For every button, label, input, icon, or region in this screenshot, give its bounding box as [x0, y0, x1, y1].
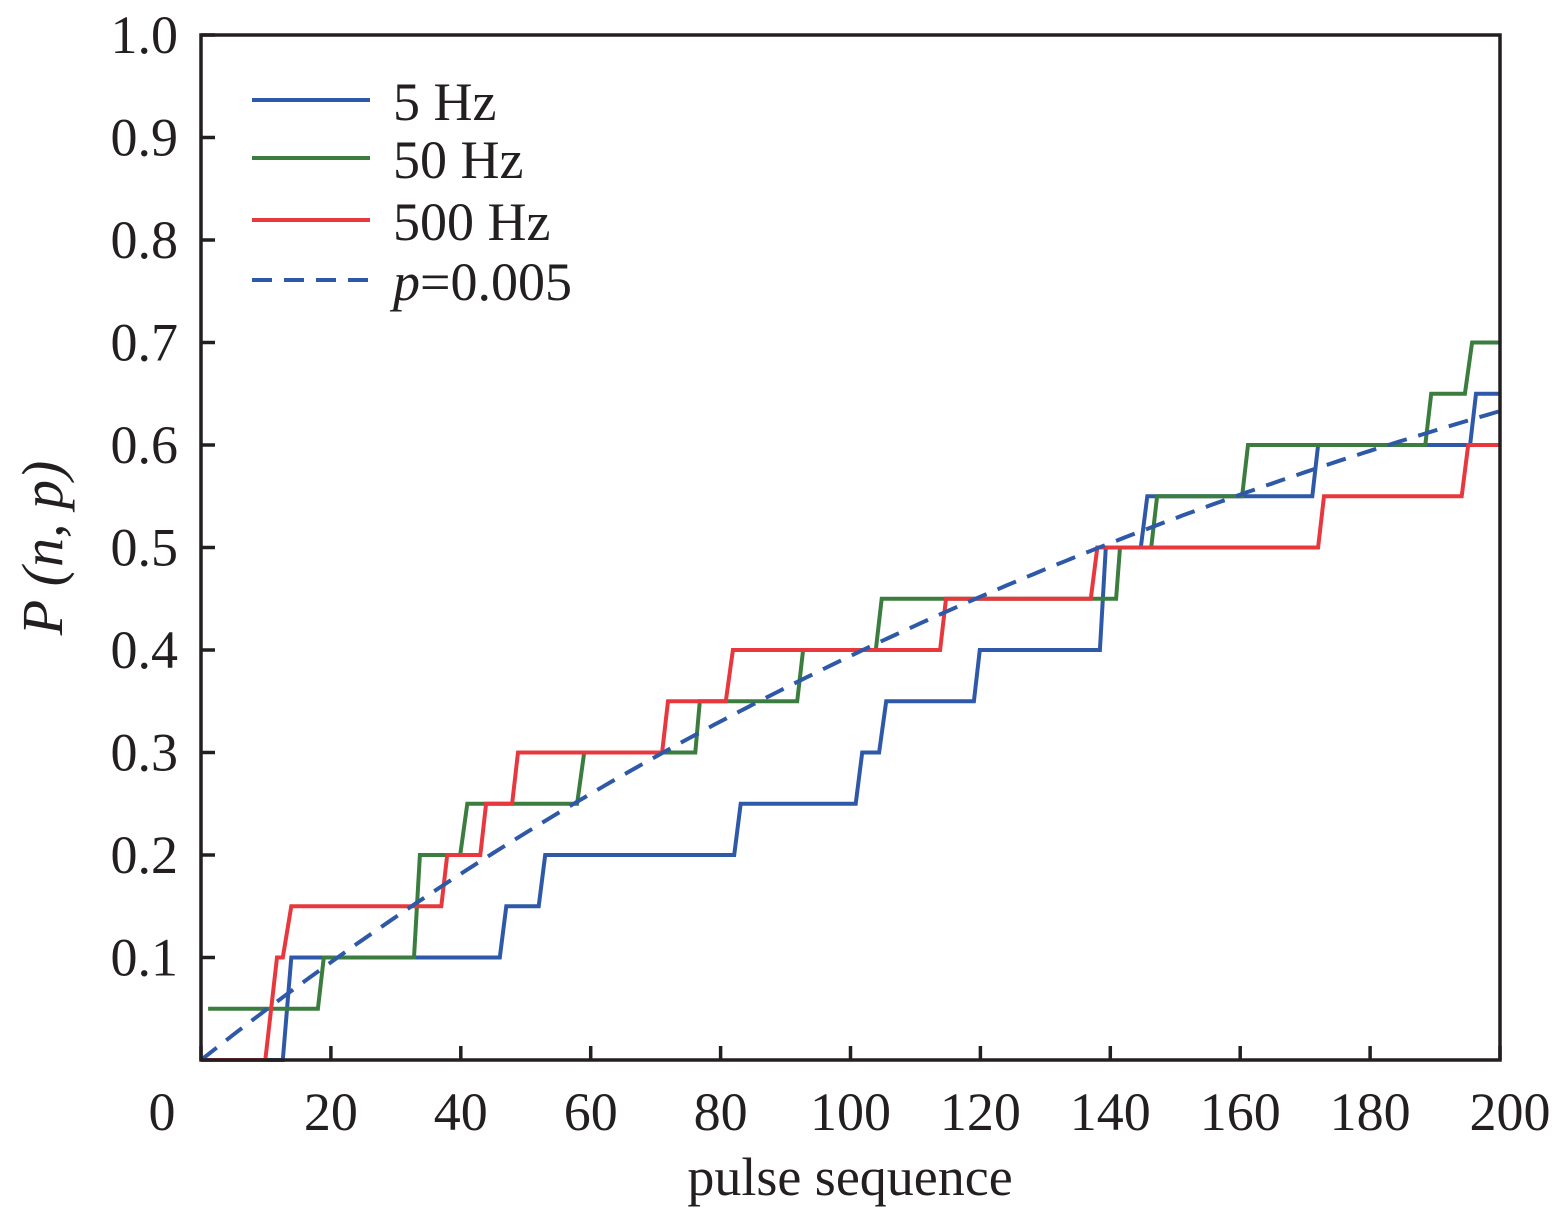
x-tick-label: 40 — [434, 1082, 488, 1142]
y-axis-label: P (n, p) — [10, 461, 75, 637]
x-tick-label: 80 — [694, 1082, 748, 1142]
y-tick-label: 0.2 — [111, 825, 179, 885]
x-tick-label: 0 — [149, 1082, 176, 1142]
y-tick-label: 0.5 — [111, 518, 179, 578]
legend-label-italic: p — [389, 252, 420, 312]
x-tick-label: 60 — [564, 1082, 618, 1142]
plot-lines — [199, 340, 1501, 1062]
x-tick-label: 20 — [304, 1082, 358, 1142]
y-tick-label: 0.4 — [111, 620, 179, 680]
x-tick-label: 140 — [1070, 1082, 1151, 1142]
series-line-p-0-005 — [199, 409, 1501, 1062]
series-line-5-hz — [201, 391, 1500, 1062]
x-tick-label: 160 — [1200, 1082, 1281, 1142]
x-tick-labels: 0 20 40 60 80 100 120 140 160 180 200 — [149, 1082, 1551, 1142]
x-axis-label: pulse sequence — [687, 1147, 1012, 1207]
y-tick-label: 0.6 — [111, 415, 179, 475]
legend-label-rest: =0.005 — [420, 252, 572, 312]
x-tick-label: 180 — [1330, 1082, 1411, 1142]
y-tick-label: 0.7 — [111, 313, 179, 373]
x-tick-label: 200 — [1470, 1082, 1551, 1142]
x-tick-label: 100 — [810, 1082, 891, 1142]
y-tick-label: 1.0 — [111, 5, 179, 65]
y-tick-label: 0.1 — [111, 928, 179, 988]
legend-label: 500 Hz — [393, 192, 550, 252]
legend-label: p=0.005 — [389, 252, 572, 312]
y-tick-label: 0.3 — [111, 723, 179, 783]
y-tick-label: 0.9 — [111, 108, 179, 168]
legend-label: 50 Hz — [393, 130, 523, 190]
axis-ticks — [199, 33, 1502, 1060]
series-line-500-hz — [201, 443, 1500, 1062]
x-tick-label: 120 — [940, 1082, 1021, 1142]
y-tick-labels: 0.1 0.2 0.3 0.4 0.5 0.6 0.7 0.8 0.9 1.0 — [111, 5, 179, 988]
legend-label: 5 Hz — [393, 72, 496, 132]
series-line-50-hz — [208, 340, 1500, 1011]
y-tick-label: 0.8 — [111, 210, 179, 270]
